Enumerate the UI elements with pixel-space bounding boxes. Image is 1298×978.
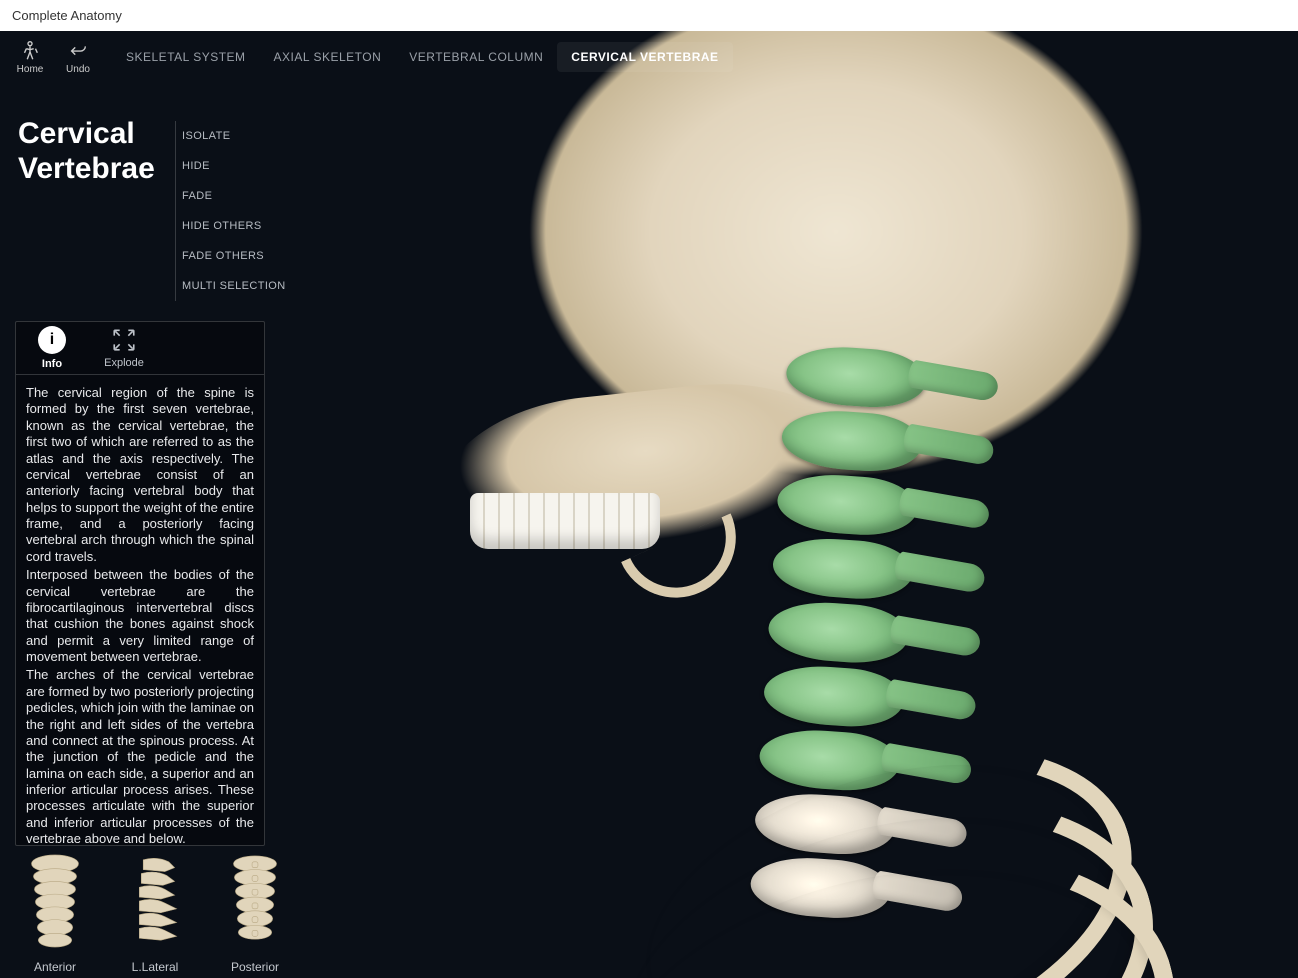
undo-icon — [67, 40, 89, 62]
posterior-icon — [224, 852, 286, 950]
undo-label: Undo — [66, 64, 90, 75]
tab-info[interactable]: i Info — [16, 322, 88, 374]
ribs-model[interactable] — [560, 751, 1280, 978]
action-fade[interactable]: FADE — [182, 181, 267, 211]
thumb-lateral[interactable]: L.Lateral — [120, 852, 190, 974]
info-body[interactable]: The cervical region of the spine is form… — [16, 375, 264, 845]
top-toolbar: Home Undo SKELETAL SYSTEM AXIAL SKELETON… — [0, 31, 1298, 81]
selection-title-block: Cervical Vertebrae — [18, 117, 173, 186]
home-label: Home — [17, 64, 44, 75]
thumb-posterior[interactable]: Posterior — [220, 852, 290, 974]
info-paragraph: Interposed between the bodies of the cer… — [26, 567, 254, 665]
app-root: Home Undo SKELETAL SYSTEM AXIAL SKELETON… — [0, 31, 1298, 978]
action-hide[interactable]: HIDE — [182, 151, 267, 181]
explode-icon — [111, 327, 137, 353]
undo-button[interactable]: Undo — [56, 40, 100, 75]
teeth-model[interactable] — [470, 493, 660, 549]
anterior-icon — [24, 852, 86, 950]
info-paragraph: The cervical region of the spine is form… — [26, 385, 254, 565]
thumb-label: Posterior — [231, 960, 279, 974]
info-paragraph: The arches of the cervical vertebrae are… — [26, 667, 254, 845]
action-multi-selection[interactable]: MULTI SELECTION — [182, 271, 267, 301]
info-panel: i Info Explode The cervical region of th… — [15, 321, 265, 846]
breadcrumb-cervical-vertebrae[interactable]: CERVICAL VERTEBRAE — [557, 42, 732, 72]
selection-actions: ISOLATE HIDE FADE HIDE OTHERS FADE OTHER… — [175, 121, 267, 301]
tab-explode-label: Explode — [104, 357, 144, 369]
info-icon: i — [38, 326, 66, 354]
action-isolate[interactable]: ISOLATE — [182, 121, 267, 151]
home-button[interactable]: Home — [8, 40, 52, 75]
tab-info-label: Info — [42, 358, 62, 370]
body-icon — [19, 40, 41, 62]
tab-explode[interactable]: Explode — [88, 322, 160, 374]
breadcrumb-vertebral-column[interactable]: VERTEBRAL COLUMN — [395, 42, 557, 72]
selection-title: Cervical Vertebrae — [18, 117, 173, 186]
breadcrumb-axial-skeleton[interactable]: AXIAL SKELETON — [260, 42, 396, 72]
thumb-label: L.Lateral — [132, 960, 179, 974]
action-hide-others[interactable]: HIDE OTHERS — [182, 211, 267, 241]
breadcrumb: SKELETAL SYSTEM AXIAL SKELETON VERTEBRAL… — [112, 42, 733, 72]
view-thumbnails: Anterior L.Lateral — [20, 852, 290, 974]
info-tabs: i Info Explode — [16, 322, 264, 375]
action-fade-others[interactable]: FADE OTHERS — [182, 241, 267, 271]
lateral-icon — [124, 852, 186, 950]
window-titlebar: Complete Anatomy — [0, 0, 1298, 31]
thumb-label: Anterior — [34, 960, 76, 974]
app-title: Complete Anatomy — [12, 8, 122, 23]
breadcrumb-skeletal-system[interactable]: SKELETAL SYSTEM — [112, 42, 260, 72]
thumb-anterior[interactable]: Anterior — [20, 852, 90, 974]
